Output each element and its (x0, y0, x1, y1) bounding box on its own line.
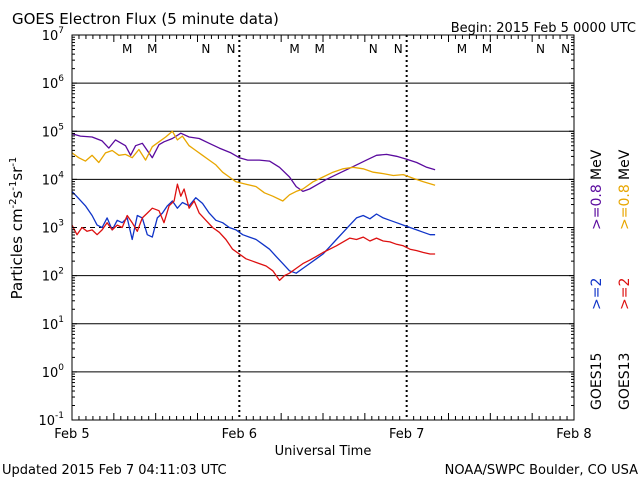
x-tick-label: Feb 7 (389, 427, 424, 442)
y-tick-base: 10 (38, 414, 55, 429)
y-tick-exp: 4 (58, 170, 64, 180)
y-tick-label: 102 (42, 267, 64, 285)
marker-label: N (369, 42, 378, 56)
y-axis-title: Particles cm-2s-1sr-1 (8, 157, 26, 300)
legend-goes13-text: GOES13 >=2 >=0.8 MeV (617, 149, 633, 410)
marker-label: N (201, 42, 210, 56)
marker-label: M (147, 42, 157, 56)
legend-goes13-unit: MeV (617, 149, 633, 180)
y-tick-label: 107 (42, 26, 64, 44)
legend-goes15-08mev: >=0.8 (589, 184, 605, 230)
begin-label: Begin: 2015 Feb 5 0000 UTC (451, 21, 636, 36)
y-axis-exp-s: -1 (8, 181, 19, 191)
grid-lines (72, 82, 574, 373)
legend-goes13-08mev: >=0.8 (617, 184, 633, 230)
y-axis-title-s: s (8, 190, 26, 198)
legend-goes13: GOES13 >=2 >=0.8 MeV (617, 149, 633, 410)
y-tick-exp: 0 (58, 363, 64, 373)
legend-goes13-sat: GOES13 (617, 353, 633, 410)
marker-label: N (226, 42, 235, 56)
y-axis-exp-cm: -2 (8, 198, 19, 208)
y-tick-exp: 5 (58, 122, 64, 132)
marker-label: N (536, 42, 545, 56)
footer-updated: Updated 2015 Feb 7 04:11:03 UTC (2, 463, 227, 478)
series-line-goes13-3 (71, 183, 436, 282)
x-tick-label: Feb 6 (222, 427, 257, 442)
y-axis-title-main: Particles cm (8, 208, 26, 299)
marker-label: M (482, 42, 492, 56)
legend-goes15: GOES15 >=2 >=0.8 MeV (589, 149, 605, 410)
y-tick-base: 10 (42, 173, 59, 188)
marker-label: M (122, 42, 132, 56)
series-line-goes13-1 (71, 130, 436, 202)
y-tick-base: 10 (42, 77, 59, 92)
series-line-goes15-0 (71, 132, 436, 193)
footer-credit: NOAA/SWPC Boulder, CO USA (445, 463, 638, 478)
y-tick-label: 10-1 (38, 411, 64, 429)
y-axis-title-sr: sr (8, 166, 26, 181)
marker-label: M (314, 42, 324, 56)
y-tick-exp: 3 (58, 219, 64, 229)
y-axis-title-text: Particles cm-2s-1sr-1 (8, 157, 26, 300)
x-tick-labels: Feb 5 Feb 6 Feb 7 Feb 8 (54, 427, 591, 442)
legend-goes15-2mev: >=2 (589, 278, 605, 310)
y-tick-exp: 7 (58, 26, 64, 36)
y-tick-label: 101 (42, 315, 64, 333)
x-tick-marks (78, 35, 568, 420)
y-tick-label: 105 (42, 122, 64, 140)
y-tick-exp: 2 (58, 267, 64, 277)
legend-goes15-text: GOES15 >=2 >=0.8 MeV (589, 149, 605, 410)
x-tick-label: Feb 5 (54, 427, 89, 442)
y-tick-label: 100 (42, 363, 65, 381)
y-tick-base: 10 (42, 318, 59, 333)
y-tick-label: 104 (42, 170, 65, 188)
chart-title: GOES Electron Flux (5 minute data) (12, 10, 279, 28)
y-tick-exp: 6 (58, 74, 64, 84)
marker-label: M (289, 42, 299, 56)
y-tick-exp: 1 (58, 315, 64, 325)
y-tick-label: 106 (42, 74, 65, 92)
legend-goes15-unit: MeV (589, 149, 605, 180)
y-tick-exp: -1 (55, 411, 64, 421)
y-tick-base: 10 (42, 222, 59, 237)
marker-label: M (457, 42, 467, 56)
marker-label: N (394, 42, 403, 56)
y-tick-base: 10 (42, 270, 59, 285)
y-tick-base: 10 (42, 29, 59, 44)
x-tick-label: Feb 8 (556, 427, 591, 442)
x-axis-title: Universal Time (275, 444, 372, 459)
legend-goes13-2mev: >=2 (617, 278, 633, 310)
y-tick-label: 103 (42, 219, 64, 237)
y-tick-base: 10 (42, 125, 59, 140)
y-axis-exp-sr: -1 (8, 157, 19, 167)
legend-goes15-sat: GOES15 (589, 353, 605, 410)
marker-label: N (561, 42, 570, 56)
flux-series (71, 130, 436, 282)
y-tick-base: 10 (42, 366, 59, 381)
